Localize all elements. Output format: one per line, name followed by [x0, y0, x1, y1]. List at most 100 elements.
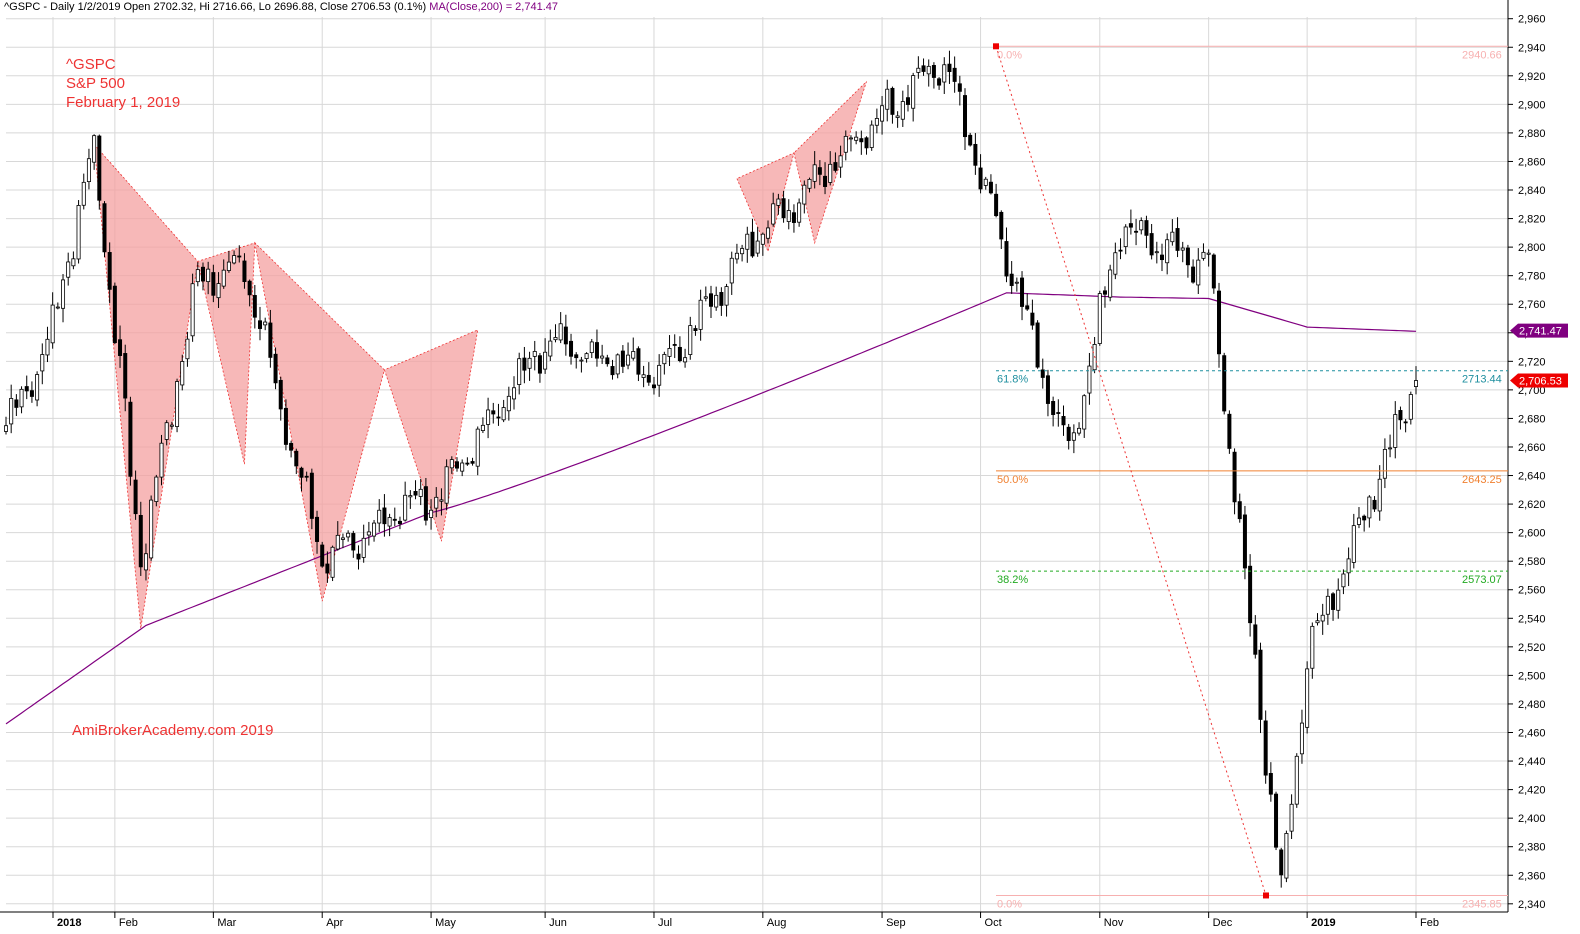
- candle-body: [102, 203, 107, 253]
- candle-body: [268, 322, 273, 358]
- candle-body: [138, 515, 143, 568]
- candle-body: [480, 424, 485, 431]
- annotation-name: S&P 500: [66, 75, 125, 92]
- candle-body: [491, 410, 496, 415]
- fib-percent-label: 0.0%: [997, 49, 1022, 61]
- x-tick-label: Dec: [1213, 917, 1233, 929]
- candle-body: [1102, 290, 1107, 295]
- candle-body: [1175, 228, 1180, 251]
- candle-body: [1284, 833, 1289, 879]
- candle-body: [1159, 254, 1164, 261]
- candle-body: [9, 398, 14, 425]
- candle-body: [180, 361, 185, 386]
- candle-body: [797, 202, 802, 223]
- candle-body: [957, 83, 962, 92]
- candle-body: [874, 118, 879, 126]
- candle-body: [543, 351, 548, 370]
- candle-body: [252, 295, 257, 318]
- candle-body: [1087, 365, 1092, 394]
- candle-body: [729, 257, 734, 284]
- candle-body: [377, 509, 382, 524]
- candle-body: [517, 358, 522, 385]
- candle-body: [283, 407, 288, 445]
- candle-body: [40, 354, 45, 372]
- pattern-triangle-5: [736, 152, 795, 253]
- candle-body: [688, 325, 693, 355]
- candle-body: [838, 155, 843, 168]
- candle-body: [133, 479, 138, 515]
- candle-body: [988, 181, 993, 194]
- candle-body: [937, 78, 942, 86]
- y-tick-label: 2,760: [1518, 299, 1546, 311]
- candle-body: [807, 178, 812, 189]
- candle-body: [895, 115, 900, 118]
- candle-body: [340, 537, 345, 540]
- candle-body: [273, 353, 278, 384]
- candle-body: [1315, 620, 1320, 624]
- x-tick-label: Oct: [985, 917, 1002, 929]
- candle-body: [1030, 312, 1035, 326]
- candle-body: [1258, 649, 1263, 720]
- candle-body: [911, 75, 916, 109]
- candle-body: [905, 97, 910, 105]
- y-tick-label: 2,520: [1518, 642, 1546, 654]
- candle-body: [1310, 625, 1315, 669]
- y-tick-label: 2,840: [1518, 185, 1546, 197]
- candle-body: [14, 399, 19, 408]
- ma200-value-flag-label: 2,741.47: [1519, 326, 1562, 338]
- candle-body: [351, 533, 356, 551]
- candle-body: [1351, 525, 1356, 563]
- candle-body: [931, 65, 936, 78]
- candle-body: [683, 357, 688, 363]
- candle-body: [532, 351, 537, 357]
- candle-body: [1206, 252, 1211, 255]
- candle-body: [947, 63, 952, 72]
- candle-body: [278, 379, 283, 410]
- pattern-triangle-3: [254, 241, 385, 602]
- candle-body: [527, 357, 532, 369]
- fib-percent-label: 0.0%: [997, 898, 1022, 910]
- candle-body: [942, 64, 947, 83]
- x-tick-label: Feb: [119, 917, 138, 929]
- fib-anchor-low: [1263, 892, 1269, 899]
- candle-body: [1077, 427, 1082, 434]
- candle-body: [159, 442, 164, 478]
- candle-body: [563, 326, 568, 345]
- candle-body: [1393, 414, 1398, 448]
- candle-body: [963, 95, 968, 138]
- candle-body: [631, 351, 636, 359]
- candle-body: [600, 355, 605, 359]
- fib-value-label: 2940.66: [1462, 49, 1502, 61]
- candle-body: [118, 339, 123, 356]
- x-tick-label: May: [435, 917, 456, 929]
- fib-percent-label: 38.2%: [997, 574, 1028, 586]
- candle-body: [299, 467, 304, 478]
- candle-body: [506, 395, 511, 412]
- y-tick-label: 2,620: [1518, 499, 1546, 511]
- candle-body: [714, 294, 719, 308]
- candle-body: [1040, 369, 1045, 378]
- x-tick-label: Aug: [767, 917, 787, 929]
- y-tick-label: 2,440: [1518, 756, 1546, 768]
- y-tick-label: 2,800: [1518, 242, 1546, 254]
- candle-body: [496, 416, 501, 419]
- candle-body: [45, 338, 50, 356]
- candle-body: [677, 346, 682, 361]
- candle-body: [786, 210, 791, 222]
- candle-body: [755, 240, 760, 254]
- candle-body: [864, 137, 869, 149]
- candle-body: [403, 494, 408, 521]
- candle-body: [983, 178, 988, 186]
- x-tick-label: Nov: [1104, 917, 1124, 929]
- last-close-flag-label: 2,706.53: [1519, 376, 1562, 388]
- candle-body: [226, 261, 231, 271]
- candle-body: [195, 269, 200, 283]
- candle-body: [1299, 722, 1304, 755]
- candle-body: [470, 461, 475, 464]
- candle-body: [444, 466, 449, 504]
- candle-body: [76, 205, 81, 260]
- candle-body: [1009, 273, 1014, 286]
- candle-body: [1388, 447, 1393, 450]
- candle-body: [791, 212, 796, 223]
- candle-body: [1056, 412, 1061, 414]
